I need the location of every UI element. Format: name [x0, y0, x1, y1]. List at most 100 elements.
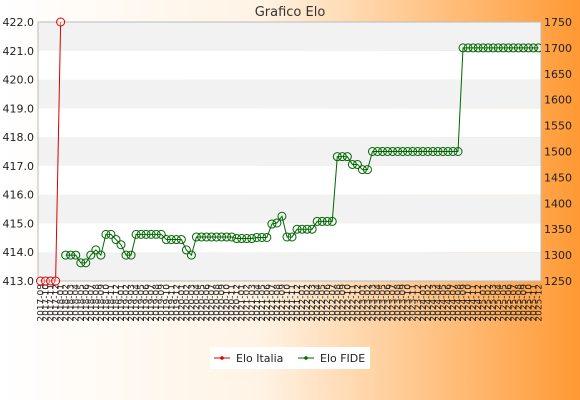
- x-axis-tick-label: 2025-05: [499, 284, 509, 322]
- data-point-elo-fide: [508, 43, 518, 53]
- data-point-elo-fide: [478, 43, 488, 53]
- legend-label-elo-fide: Elo FIDE: [320, 352, 365, 365]
- x-axis-tick-label: 2019-04: [132, 284, 142, 322]
- x-axis-tick-label: 2023-09: [399, 284, 409, 322]
- series-line-elo-italia: [40, 21, 62, 282]
- series-line-elo-fide: [65, 47, 539, 264]
- data-point-elo-fide: [373, 147, 383, 156]
- x-axis-tick-label: 2024-12: [474, 284, 484, 322]
- data-point-elo-fide: [272, 218, 282, 228]
- x-axis-tick-label: 2024-11: [469, 284, 479, 322]
- left-axis-tick-label: 422.0: [3, 16, 35, 29]
- data-point-elo-fide: [292, 224, 302, 234]
- data-point-elo-fide: [81, 258, 91, 268]
- data-point-elo-fide: [347, 159, 357, 169]
- data-point-elo-fide: [121, 250, 131, 260]
- x-axis-tick-label: 2020-09: [218, 284, 228, 322]
- x-axis-tick-label: 2023-02: [363, 284, 373, 322]
- x-axis-tick-label: 2022-08: [333, 284, 343, 322]
- x-axis-tick-label: 2020-01: [177, 284, 187, 322]
- data-point-elo-fide: [126, 250, 136, 260]
- x-axis-tick-label: 2018-12: [112, 284, 122, 322]
- x-axis-tick-label: 2020-08: [213, 284, 223, 322]
- left-axis-tick-label: 421.0: [3, 45, 35, 58]
- chart-title: Grafico Elo: [255, 5, 326, 20]
- data-point-elo-fide: [131, 229, 141, 239]
- x-axis-tick-label: 2022-06: [323, 284, 333, 322]
- grid-band: [38, 137, 541, 166]
- x-axis-tick-label: 2022-10: [343, 284, 353, 322]
- right-axis-tick-label: 1250: [544, 275, 572, 288]
- data-point-elo-fide: [181, 245, 191, 255]
- data-point-elo-fide: [191, 232, 201, 242]
- x-axis-tick-label: 2022-04: [313, 284, 323, 322]
- x-axis-tick-label: 2022-01: [298, 284, 308, 322]
- x-axis-tick-label: 2020-07: [208, 284, 218, 322]
- x-axis-tick-label: 2018-11: [107, 284, 117, 322]
- x-axis-tick-label: 2022-03: [308, 284, 318, 322]
- data-point-elo-fide: [498, 43, 508, 53]
- data-point-elo-fide: [378, 147, 388, 156]
- legend-entry-elo-fide: Elo FIDE: [298, 352, 365, 365]
- grid-band: [38, 22, 541, 51]
- x-axis-tick-label: 2018-01: [57, 284, 67, 322]
- x-axis-tick-label: 2022-05: [318, 284, 328, 322]
- data-point-elo-fide: [463, 43, 473, 53]
- x-axis-tick-label: 2023-01: [358, 284, 368, 322]
- x-axis-tick-label: 2019-12: [172, 284, 182, 322]
- x-axis-tick-label: 2017-10: [42, 284, 52, 322]
- x-axis-tick-label: 2025-04: [494, 284, 504, 322]
- x-axis-tick-label: 2018-04: [72, 284, 82, 322]
- x-axis-tick-label: 2020-12: [233, 284, 243, 322]
- data-point-elo-fide: [106, 229, 116, 239]
- x-axis-tick-label: 2019-05: [137, 284, 147, 322]
- data-point-elo-fide: [533, 43, 541, 53]
- x-axis-tick-label: 2021-10: [283, 284, 293, 322]
- right-axis-ticks: 1250 1300 1350 1400 1450 1500 1550 1600 1650 1700…: [544, 16, 572, 288]
- x-axis-tick-label: 2021-08: [273, 284, 283, 322]
- data-point-elo-fide: [503, 43, 513, 53]
- x-axis-tick-label: 2025-03: [489, 284, 499, 322]
- x-axis-tick-label: 2021-05: [258, 284, 268, 322]
- data-point-elo-fide: [418, 147, 428, 156]
- x-axis-tick-label: 2024-07: [449, 284, 459, 322]
- x-axis-tick-label: 2023-10: [404, 284, 414, 322]
- x-axis-tick-label: 2020-03: [187, 284, 197, 322]
- x-axis-tick-label: 2023-06: [384, 284, 394, 322]
- data-point-elo-fide: [438, 147, 448, 156]
- data-point-elo-fide: [96, 250, 106, 260]
- data-point-elo-fide: [458, 43, 468, 53]
- x-axis-tick-label: 2024-08: [454, 284, 464, 322]
- data-point-elo-fide: [237, 234, 247, 244]
- data-point-elo-fide: [367, 147, 377, 156]
- x-axis-tick-label: 2020-10: [223, 284, 233, 322]
- x-axis-tick-label: 2023-04: [374, 284, 384, 322]
- data-point-elo-fide: [66, 250, 76, 260]
- x-axis-tick-label: 2021-06: [263, 284, 273, 322]
- data-point-elo-fide: [171, 235, 181, 245]
- x-axis-tick-label: 2018-05: [77, 284, 87, 322]
- data-point-elo-fide: [403, 147, 413, 156]
- data-point-elo-fide: [252, 232, 262, 242]
- legend-label-elo-italia: Elo Italia: [236, 352, 283, 365]
- x-axis-tick-label: 2019-10: [162, 284, 172, 322]
- right-axis-tick-label: 1450: [544, 171, 572, 184]
- data-point-elo-fide: [227, 232, 237, 242]
- right-axis-tick-label: 1500: [544, 146, 572, 159]
- data-point-elo-fide: [408, 147, 418, 156]
- x-axis-tick-label: 2020-04: [192, 284, 202, 322]
- x-axis-tick-label: 2025-02: [484, 284, 494, 322]
- grid-band: [38, 79, 541, 109]
- data-point-elo-fide: [91, 245, 101, 255]
- x-axis-tick-label: 2021-04: [253, 284, 263, 322]
- x-axis-tick-label: 2017-11: [47, 284, 57, 322]
- x-axis-tick-label: 2018-08: [92, 284, 102, 322]
- x-axis-ticks: 2017-092017-102017-112017-122018-012018-…: [37, 284, 545, 322]
- x-axis-tick-label: 2024-05: [439, 284, 449, 322]
- right-axis-tick-label: 1600: [544, 94, 572, 107]
- data-point-elo-fide: [202, 232, 212, 242]
- data-point-elo-fide: [317, 216, 327, 226]
- grid-band: [38, 108, 541, 138]
- series-elo-italia: [36, 17, 66, 286]
- x-axis-tick-label: 2019-08: [152, 284, 162, 322]
